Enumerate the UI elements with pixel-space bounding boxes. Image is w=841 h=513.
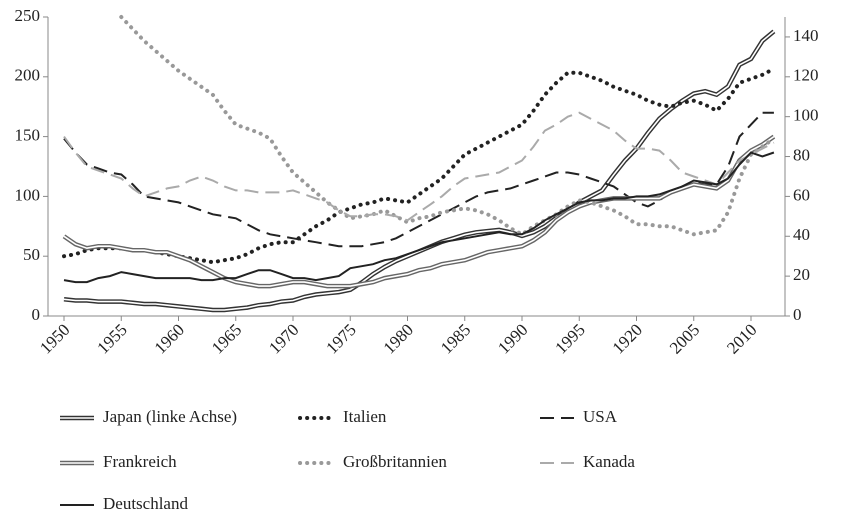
- y2-tick-label: 80: [793, 145, 810, 164]
- series-line-inner: [63, 135, 775, 287]
- y2-tick-label: 40: [793, 225, 810, 244]
- x-tick-label: 1920: [609, 320, 646, 357]
- legend-label: Italien: [343, 407, 387, 426]
- legend-label: Kanada: [583, 452, 635, 471]
- y-tick-label: 100: [15, 185, 41, 204]
- y2-tick-label: 60: [793, 185, 810, 204]
- y-tick-label: 250: [15, 6, 41, 25]
- x-tick-label: 1995: [551, 320, 588, 357]
- x-tick-label: 1990: [494, 320, 531, 357]
- y2-tick-label: 120: [793, 66, 819, 85]
- legend-label: USA: [583, 407, 618, 426]
- series-line: [62, 66, 776, 265]
- x-tick-label: 1965: [208, 320, 245, 357]
- series-line: [62, 134, 776, 289]
- y-tick-label: 50: [23, 245, 40, 264]
- series-line: [63, 151, 775, 284]
- series-line: [119, 15, 776, 237]
- legend-label: Frankreich: [103, 452, 177, 471]
- legend-label: Japan (linke Achse): [103, 407, 237, 426]
- x-tick-label: 1975: [322, 320, 359, 357]
- x-tick-label: 1980: [380, 320, 417, 357]
- y2-tick-label: 0: [793, 305, 802, 324]
- legend-label: Großbritannien: [343, 452, 447, 471]
- series-line: [63, 111, 775, 222]
- y-tick-label: 150: [15, 126, 41, 145]
- x-tick-label: 1970: [265, 320, 302, 357]
- y2-tick-label: 20: [793, 265, 810, 284]
- x-tick-label: 2005: [666, 320, 703, 357]
- y2-tick-label: 140: [793, 26, 819, 45]
- x-tick-label: 1955: [93, 320, 130, 357]
- y-tick-label: 200: [15, 66, 41, 85]
- y2-tick-label: 100: [793, 106, 819, 125]
- x-tick-label: 1950: [36, 320, 73, 357]
- x-tick-label: 1985: [437, 320, 474, 357]
- x-tick-label: 2010: [723, 320, 760, 357]
- legend-label: Deutschland: [103, 494, 188, 513]
- series-line-inner: [63, 30, 775, 311]
- x-tick-label: 1960: [151, 320, 188, 357]
- series-line: [63, 111, 774, 248]
- y-tick-label: 0: [32, 305, 41, 324]
